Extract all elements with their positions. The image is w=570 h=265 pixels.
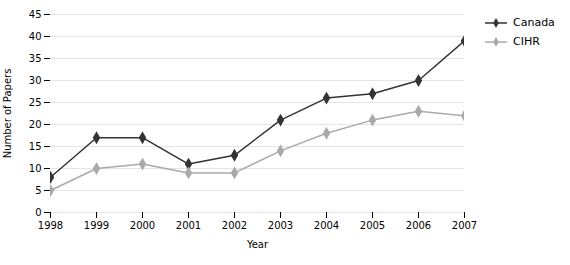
svg-text:45: 45 (29, 9, 42, 20)
svg-text:25: 25 (29, 97, 42, 108)
svg-text:40: 40 (29, 31, 42, 42)
html-text:CIHR: CIHR (513, 35, 540, 48)
svg-text:10: 10 (29, 163, 42, 174)
svg-text:2003: 2003 (268, 220, 293, 231)
svg-text:Number of Papers: Number of Papers (2, 69, 13, 159)
html-text:Canada: Canada (513, 16, 555, 29)
svg-text:Year: Year (246, 239, 269, 250)
svg-text:2007: 2007 (452, 220, 477, 231)
svg-text:2000: 2000 (130, 220, 155, 231)
svg-text:2004: 2004 (314, 220, 339, 231)
svg-text:1998: 1998 (38, 220, 63, 231)
svg-text:5: 5 (35, 185, 41, 196)
svg-text:2002: 2002 (222, 220, 247, 231)
svg-text:2006: 2006 (406, 220, 431, 231)
svg-text:2001: 2001 (176, 220, 201, 231)
svg-text:0: 0 (35, 207, 41, 218)
svg-text:30: 30 (29, 75, 42, 86)
svg-text:2005: 2005 (360, 220, 385, 231)
svg-text:20: 20 (29, 119, 42, 130)
svg-text:35: 35 (29, 53, 42, 64)
svg-text:15: 15 (29, 141, 42, 152)
svg-text:1999: 1999 (84, 220, 109, 231)
